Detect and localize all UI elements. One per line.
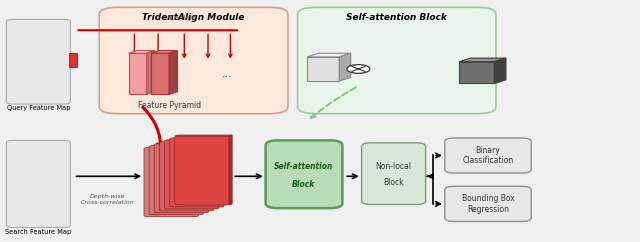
Text: Classification: Classification xyxy=(462,156,514,165)
Text: Regression: Regression xyxy=(467,205,509,214)
Bar xyxy=(69,53,77,67)
Polygon shape xyxy=(147,51,155,94)
Polygon shape xyxy=(339,53,351,81)
Text: Block: Block xyxy=(383,178,404,187)
Text: ROIAlign: ROIAlign xyxy=(167,15,198,21)
Polygon shape xyxy=(169,51,177,94)
Polygon shape xyxy=(460,58,506,62)
FancyBboxPatch shape xyxy=(362,143,426,204)
FancyBboxPatch shape xyxy=(445,138,531,173)
Polygon shape xyxy=(129,51,155,53)
FancyBboxPatch shape xyxy=(144,148,198,217)
Polygon shape xyxy=(175,135,232,136)
Polygon shape xyxy=(129,53,147,94)
Text: Query Feature Map: Query Feature Map xyxy=(6,105,70,111)
Text: Binary: Binary xyxy=(476,146,500,155)
Polygon shape xyxy=(229,135,232,205)
FancyBboxPatch shape xyxy=(154,144,209,213)
FancyBboxPatch shape xyxy=(6,140,70,227)
FancyBboxPatch shape xyxy=(149,146,204,215)
Text: Depth-wise
Cross-correlation: Depth-wise Cross-correlation xyxy=(81,194,134,205)
Text: Block: Block xyxy=(292,180,316,189)
FancyBboxPatch shape xyxy=(6,19,70,104)
FancyBboxPatch shape xyxy=(164,140,219,209)
FancyBboxPatch shape xyxy=(99,7,288,114)
FancyBboxPatch shape xyxy=(175,136,229,205)
Polygon shape xyxy=(460,62,494,83)
FancyBboxPatch shape xyxy=(298,7,496,114)
Circle shape xyxy=(347,65,370,73)
Polygon shape xyxy=(494,58,506,83)
Polygon shape xyxy=(307,57,339,81)
FancyBboxPatch shape xyxy=(159,142,214,211)
Text: ...: ... xyxy=(222,69,232,79)
Text: Self-attention Block: Self-attention Block xyxy=(346,13,447,22)
Text: Bounding Box: Bounding Box xyxy=(461,194,515,203)
Text: Non-local: Non-local xyxy=(376,162,412,171)
Text: Feature Pyramid: Feature Pyramid xyxy=(138,101,201,110)
FancyBboxPatch shape xyxy=(266,140,342,208)
Text: TridentAlign Module: TridentAlign Module xyxy=(142,13,245,22)
Text: Self-attention: Self-attention xyxy=(275,162,333,171)
Polygon shape xyxy=(151,51,177,53)
Polygon shape xyxy=(307,53,351,57)
Polygon shape xyxy=(151,53,169,94)
FancyBboxPatch shape xyxy=(170,138,224,207)
FancyBboxPatch shape xyxy=(445,186,531,221)
Text: Search Feature Map: Search Feature Map xyxy=(5,229,72,235)
